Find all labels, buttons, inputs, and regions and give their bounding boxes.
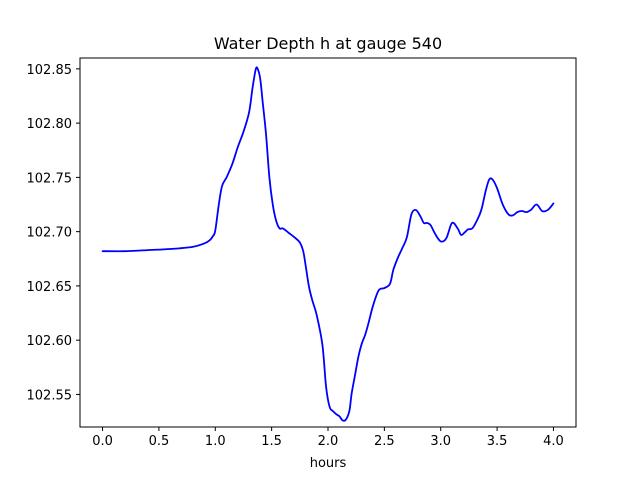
x-tick-label: 4.0 xyxy=(543,434,564,449)
x-tick-label: 3.5 xyxy=(487,434,508,449)
x-tick-label: 1.0 xyxy=(205,434,226,449)
series-line xyxy=(101,66,555,422)
y-tick-label: 102.70 xyxy=(27,226,73,241)
axis-ticks: 0.0 0.5 1.0 1.5 2.0 2.5 3.0 3.5 4.0 102.55 102.60 1… xyxy=(27,63,564,449)
x-axis-label: hours xyxy=(310,456,347,471)
y-tick-label: 102.65 xyxy=(27,280,73,295)
chart-title: Water Depth h at gauge 540 xyxy=(214,34,442,53)
axes-frame xyxy=(79,57,577,428)
x-tick-label: 1.5 xyxy=(261,434,282,449)
x-tick-label: 3.0 xyxy=(430,434,451,449)
y-tick-label: 102.80 xyxy=(27,117,73,132)
x-tick-label: 0.5 xyxy=(149,434,170,449)
x-tick-label: 2.0 xyxy=(318,434,339,449)
y-tick-label: 102.75 xyxy=(27,171,73,186)
x-tick-label: 0.0 xyxy=(92,434,113,449)
y-tick-label: 102.85 xyxy=(27,63,73,78)
y-tick-label: 102.55 xyxy=(27,388,73,403)
y-tick-label: 102.60 xyxy=(27,334,73,349)
plot-area xyxy=(101,66,555,422)
x-tick-label: 2.5 xyxy=(374,434,395,449)
